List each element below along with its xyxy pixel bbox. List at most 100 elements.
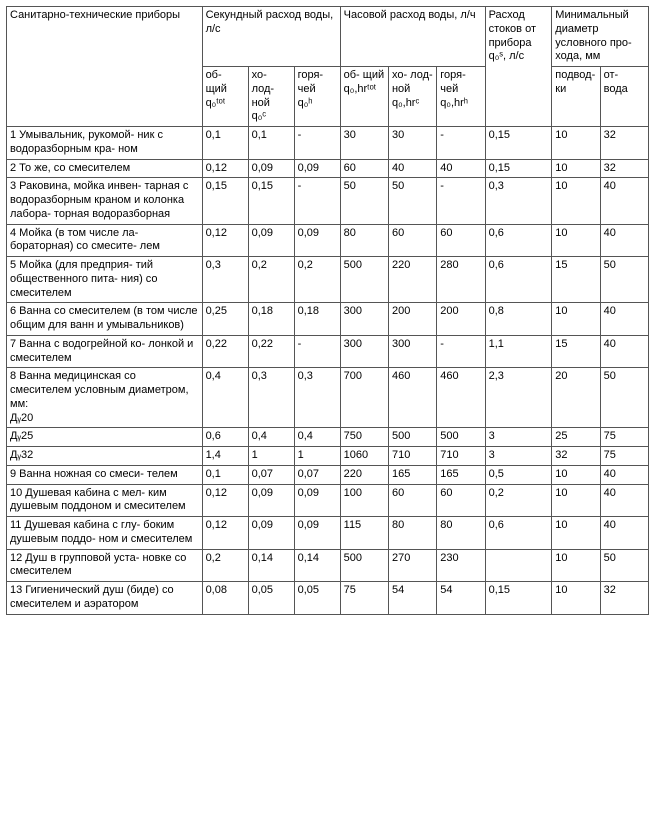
row-name: Дᵧ32 bbox=[7, 447, 203, 466]
cell: 40 bbox=[388, 159, 436, 178]
cell: 200 bbox=[388, 303, 436, 336]
cell: 0,4 bbox=[294, 428, 340, 447]
cell: 50 bbox=[600, 368, 648, 428]
label: хо- лод- ной bbox=[392, 69, 433, 95]
cell: 700 bbox=[340, 368, 388, 428]
table-row: 2 То же, со смесителем0,120,090,09604040… bbox=[7, 159, 649, 178]
cell: 0,14 bbox=[248, 549, 294, 582]
cell: 1 bbox=[294, 447, 340, 466]
cell: 500 bbox=[388, 428, 436, 447]
header-diam-in: подвод- ки bbox=[552, 67, 600, 127]
symbol: q₀ᵗᵒᵗ bbox=[206, 97, 226, 109]
cell: 270 bbox=[388, 549, 436, 582]
cell: 0,1 bbox=[202, 465, 248, 484]
cell: 10 bbox=[552, 178, 600, 224]
cell: 0,4 bbox=[202, 368, 248, 428]
cell: 54 bbox=[437, 582, 485, 615]
cell: 10 bbox=[552, 549, 600, 582]
cell: 0,18 bbox=[248, 303, 294, 336]
cell: 280 bbox=[437, 257, 485, 303]
cell: 500 bbox=[437, 428, 485, 447]
cell: 0,09 bbox=[294, 224, 340, 257]
header-stok-text: Расход стоков от прибора bbox=[489, 9, 536, 49]
table-body: 1 Умывальник, рукомой- ник с водоразборн… bbox=[7, 127, 649, 615]
symbol: q₀,hrᵗᵒᵗ bbox=[344, 83, 377, 95]
table-row: 4 Мойка (в том числе ла- бораторная) со … bbox=[7, 224, 649, 257]
cell: 0,05 bbox=[248, 582, 294, 615]
cell: 30 bbox=[388, 127, 436, 160]
cell: 0,15 bbox=[485, 159, 552, 178]
cell: 220 bbox=[340, 465, 388, 484]
cell: 10 bbox=[552, 484, 600, 517]
cell: 50 bbox=[600, 549, 648, 582]
table-row: 9 Ванна ножная со смеси- телем0,10,070,0… bbox=[7, 465, 649, 484]
symbol: q₀ᶜ bbox=[252, 110, 267, 122]
cell: 1,4 bbox=[202, 447, 248, 466]
cell: - bbox=[294, 127, 340, 160]
cell: 40 bbox=[600, 224, 648, 257]
table-row: 3 Раковина, мойка инвен- тарная с водора… bbox=[7, 178, 649, 224]
cell: 0,25 bbox=[202, 303, 248, 336]
cell: 32 bbox=[600, 127, 648, 160]
label: об- щий bbox=[206, 69, 227, 95]
cell: 40 bbox=[437, 159, 485, 178]
table-row: 11 Душевая кабина с глу- боким душевым п… bbox=[7, 517, 649, 550]
cell: 10 bbox=[552, 127, 600, 160]
header-hr-cold: хо- лод- ной q₀,hrᶜ bbox=[388, 67, 436, 127]
cell: 50 bbox=[388, 178, 436, 224]
row-name: 12 Душ в групповой уста- новке со смесит… bbox=[7, 549, 203, 582]
cell: 54 bbox=[388, 582, 436, 615]
cell: 200 bbox=[437, 303, 485, 336]
cell: 25 bbox=[552, 428, 600, 447]
cell: 460 bbox=[437, 368, 485, 428]
cell: 0,1 bbox=[248, 127, 294, 160]
cell: 10 bbox=[552, 465, 600, 484]
cell: 75 bbox=[600, 428, 648, 447]
cell: 0,3 bbox=[294, 368, 340, 428]
cell: 80 bbox=[437, 517, 485, 550]
cell: 60 bbox=[437, 224, 485, 257]
cell: 750 bbox=[340, 428, 388, 447]
cell: 60 bbox=[340, 159, 388, 178]
plumbing-flow-table: Санитарно-технические приборы Секундный … bbox=[6, 6, 649, 615]
cell: 0,09 bbox=[248, 517, 294, 550]
cell: 0,5 bbox=[485, 465, 552, 484]
cell: 0,09 bbox=[248, 224, 294, 257]
cell: 0,05 bbox=[294, 582, 340, 615]
cell: 40 bbox=[600, 484, 648, 517]
label: об- щий bbox=[344, 69, 384, 81]
cell: 220 bbox=[388, 257, 436, 303]
cell: 0,09 bbox=[294, 484, 340, 517]
cell bbox=[485, 549, 552, 582]
cell: 80 bbox=[340, 224, 388, 257]
cell: - bbox=[437, 178, 485, 224]
symbol: q₀,hrᶜ bbox=[392, 97, 419, 109]
cell: 0,6 bbox=[485, 257, 552, 303]
cell: 60 bbox=[388, 484, 436, 517]
cell: 1060 bbox=[340, 447, 388, 466]
cell: 0,2 bbox=[202, 549, 248, 582]
cell: 0,1 bbox=[202, 127, 248, 160]
header-hr-group: Часовой расход воды, л/ч bbox=[340, 7, 485, 67]
cell: 230 bbox=[437, 549, 485, 582]
cell: 0,14 bbox=[294, 549, 340, 582]
cell: 0,15 bbox=[202, 178, 248, 224]
header-sec-group: Секундный расход воды, л/с bbox=[202, 7, 340, 67]
table-row: 8 Ванна медицинская со смесителем условн… bbox=[7, 368, 649, 428]
row-name: 9 Ванна ножная со смеси- телем bbox=[7, 465, 203, 484]
cell: 0,09 bbox=[294, 517, 340, 550]
header-hr-hot: горя- чей q₀,hrʰ bbox=[437, 67, 485, 127]
cell: 32 bbox=[600, 159, 648, 178]
cell: 40 bbox=[600, 517, 648, 550]
cell: 710 bbox=[388, 447, 436, 466]
cell: 10 bbox=[552, 224, 600, 257]
table-row: Дᵧ321,411106071071033275 bbox=[7, 447, 649, 466]
cell: - bbox=[437, 335, 485, 368]
header-name: Санитарно-технические приборы bbox=[7, 7, 203, 127]
label: хо- лод- ной bbox=[252, 69, 275, 109]
cell: 60 bbox=[388, 224, 436, 257]
cell: 165 bbox=[388, 465, 436, 484]
cell: 300 bbox=[340, 303, 388, 336]
row-name: Дᵧ25 bbox=[7, 428, 203, 447]
cell: 10 bbox=[552, 303, 600, 336]
